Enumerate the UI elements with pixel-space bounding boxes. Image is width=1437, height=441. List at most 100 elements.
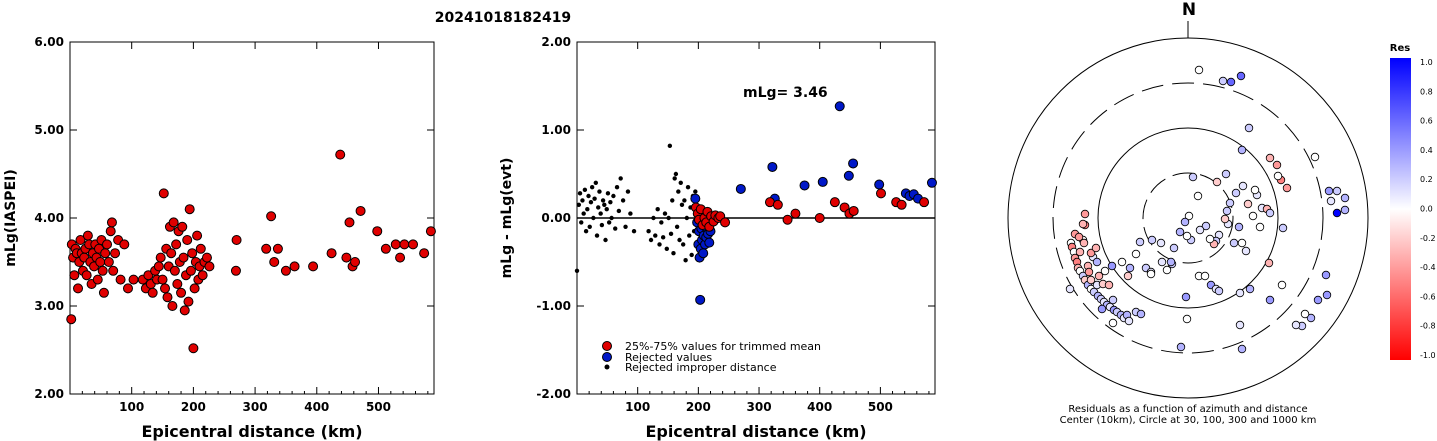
chart1-point-red (98, 287, 109, 298)
polar-point (1201, 221, 1211, 231)
chart1-point-red (100, 248, 111, 259)
chart2-point-blue (834, 101, 845, 112)
chart1-point-red (160, 283, 171, 294)
colorbar-tick-label: -1.0 (1420, 351, 1436, 360)
chart2-point-blue (735, 183, 746, 194)
chart2-point-black (687, 233, 692, 238)
polar-point (1332, 208, 1342, 218)
mlg-annotation: mLg= 3.46 (743, 85, 828, 101)
polar-point (1100, 266, 1110, 276)
chart2-point-black (611, 193, 616, 199)
chart2-point-black (593, 180, 599, 185)
residual-colorbar: Res 1.0 0.8 0.6 0.4 0.2 0.0 -0.2 -0.4 -0.6 -0.8 -1… (1390, 43, 1436, 360)
chart2-point-black (678, 180, 683, 185)
chart1-xtick-label: 300 (243, 400, 268, 414)
chart2-point-black (618, 176, 623, 181)
chart2-point-red (875, 188, 886, 199)
chart2-point-blue (848, 158, 859, 169)
chart1-point-red (280, 265, 291, 276)
polar-point (1322, 290, 1332, 300)
chart2-point-black (574, 268, 580, 273)
chart2-point-black (648, 237, 654, 243)
chart2-point-red (848, 205, 859, 216)
chart1-point-red (81, 270, 92, 281)
polar-point (1146, 269, 1156, 279)
polar-point (1238, 181, 1248, 191)
chart1-xtick-label: 100 (119, 400, 144, 414)
legend-black-label: Rejected improper distance (625, 361, 777, 374)
polar-point (1277, 280, 1287, 290)
polar-point (1250, 185, 1260, 195)
polar-point (1162, 265, 1172, 275)
chart1-point-red (425, 226, 436, 237)
legend-red-label: 25%-75% values for trimmed mean (625, 340, 821, 353)
chart2-point-black (684, 215, 690, 221)
chart2-point-black (588, 199, 594, 205)
polar-point (1321, 270, 1331, 280)
chart1-point-red (185, 265, 196, 276)
chart1-ytick-label: 4.00 (34, 211, 64, 225)
chart1-point-red (92, 274, 103, 285)
polar-point (1091, 243, 1101, 253)
polar-point (1086, 248, 1096, 258)
chart1-point-red (201, 252, 212, 263)
legend-blue-label: Rejected values (625, 351, 712, 364)
chart2-point-black (667, 143, 673, 149)
polar-point (1212, 177, 1222, 187)
chart1-point-red (335, 149, 346, 160)
chart1-point-red (261, 243, 272, 254)
chart2-point-black (577, 191, 583, 196)
chart2-point-black (676, 189, 681, 194)
polar-point (1193, 191, 1203, 201)
colorbar-tick-label: -0.4 (1420, 263, 1436, 272)
chart2-point-black (613, 226, 618, 231)
chart2-xtick-label: 500 (868, 400, 893, 414)
polar-point (1166, 257, 1176, 267)
chart2-point-black (693, 189, 698, 194)
chart2-point-black (598, 211, 603, 216)
chart2-point-black (660, 235, 666, 240)
chart2-point-black (646, 229, 651, 234)
polar-point (1125, 263, 1135, 273)
chart2-point-black (616, 208, 622, 214)
chart1-ytick-label: 6.00 (34, 35, 64, 49)
chart1-point-red (189, 283, 200, 294)
polar-point (1248, 211, 1258, 221)
chart2-point-black (602, 202, 607, 207)
colorbar-tick-label: 0.2 (1420, 175, 1433, 184)
chart2-point-black (599, 222, 605, 228)
chart1-point-red (355, 205, 366, 216)
chart2-ytick-label: -2.00 (536, 387, 571, 401)
chart1-point-red (110, 248, 121, 259)
chart2-point-blue (767, 161, 778, 172)
chart1-ytick-label: 3.00 (34, 299, 64, 313)
polar-point (1157, 257, 1167, 267)
chart2-point-black (685, 185, 691, 190)
chart1-point-red (167, 301, 178, 311)
chart2-axes: 100 200 300 400 500 -2.00 -1.00 0.00 1.00 2.00 (536, 35, 935, 414)
chart1-axes: 100 200 300 400 500 2.00 3.00 4.00 5.00 6.00 (34, 35, 434, 414)
chart2-point-black (594, 233, 600, 238)
chart2-point-black (631, 229, 637, 234)
chart1-point-red (95, 257, 106, 267)
chart2-point-black (600, 198, 606, 203)
chart1-point-red (197, 270, 208, 281)
polar-point (1237, 145, 1247, 155)
ring-300km (1052, 82, 1324, 354)
chart2-ytick-label: 0.00 (541, 211, 571, 225)
colorbar-tick-label: 0.4 (1420, 146, 1433, 155)
polar-point (1181, 292, 1191, 302)
chart2-point-black (585, 207, 590, 212)
chart2-point-blue (799, 180, 810, 191)
chart2-point-blue (698, 248, 709, 259)
polar-point (1300, 309, 1310, 319)
chart1-point-red (390, 239, 401, 250)
colorbar-tick-label: 1.0 (1420, 58, 1433, 67)
polar-point (1084, 267, 1094, 277)
chart1-point-red (184, 204, 195, 215)
chart2-point-blue (926, 177, 937, 188)
chart1-point-red (326, 248, 337, 259)
chart2-point-black (589, 185, 595, 190)
chart2-point-black (680, 242, 686, 247)
chart1-point-red (157, 274, 168, 285)
